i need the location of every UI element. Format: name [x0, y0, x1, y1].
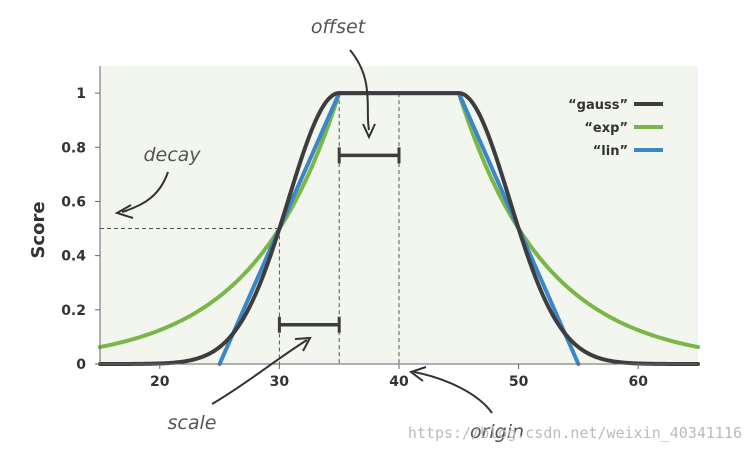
decay-arrow — [121, 171, 169, 213]
x-tick-label: 50 — [509, 374, 529, 390]
y-tick-label: 0.8 — [61, 140, 86, 156]
x-tick-label: 20 — [150, 374, 170, 390]
annotation-origin: origin — [470, 421, 524, 443]
annotation-scale: scale — [168, 412, 217, 434]
scale-arrow-head — [294, 336, 312, 352]
y-tick-label: 0.4 — [61, 249, 86, 265]
decay-arrow-head — [114, 204, 134, 219]
y-tick-label: 0.2 — [61, 303, 86, 319]
annotations: offset decay scale origin — [114, 16, 524, 443]
legend-label-gauss: “gauss” — [568, 98, 628, 113]
annotation-offset: offset — [311, 16, 367, 38]
legend-label-exp: “exp” — [584, 121, 628, 136]
watermark: https://blog.csdn.net/weixin_40341116 — [408, 424, 742, 442]
legend: “gauss” “exp” “lin” — [568, 98, 663, 159]
y-tick-label: 0.6 — [61, 194, 86, 210]
y-tick-label: 0 — [76, 357, 86, 373]
x-tick-label: 40 — [389, 374, 409, 390]
origin-arrow — [413, 371, 493, 414]
scale-arrow — [211, 339, 308, 405]
legend-label-lin: “lin” — [593, 144, 628, 159]
annotation-decay: decay — [143, 144, 201, 166]
offset-arrow — [349, 49, 370, 131]
y-axis-label: Score — [28, 201, 49, 258]
series-layer — [98, 91, 700, 366]
axes: 20 30 40 50 60 0 0.2 0.4 0.6 0.8 1 — [61, 66, 698, 390]
offset-arrow-head — [362, 123, 376, 140]
y-tick-label: 1 — [76, 86, 86, 102]
origin-arrow-head — [408, 366, 427, 382]
x-tick-label: 30 — [270, 374, 290, 390]
brackets — [277, 147, 401, 333]
x-tick-label: 60 — [628, 374, 648, 390]
